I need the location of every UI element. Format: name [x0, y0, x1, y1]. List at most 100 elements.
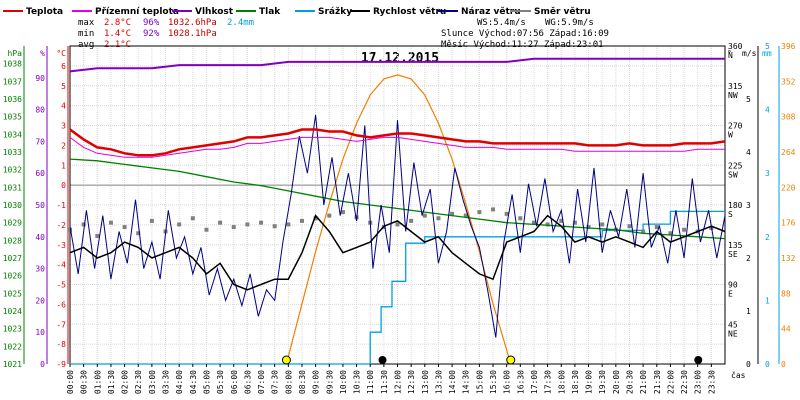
wind-dir-point	[627, 224, 632, 229]
x-tick-label: 05:00	[202, 370, 211, 394]
x-tick-label: 09:00	[312, 370, 321, 394]
x-tick-label: 06:30	[243, 370, 252, 394]
wind-dir-point	[409, 218, 414, 223]
axis-winddir-tick: 360	[728, 42, 743, 51]
legend: Teplota Přízemní teplota Vlhkost Tlak Srážky…	[3, 6, 591, 17]
axis-pressure-tick: 1035	[3, 113, 22, 122]
series-tlak	[69, 158, 726, 240]
x-tick-label: 01:00	[93, 370, 102, 394]
wind-dir-point	[668, 231, 673, 236]
axis-temperature-tick: -2	[56, 221, 66, 230]
axis-pressure-tick: 1037	[3, 77, 22, 86]
axis-winddir-label: NW	[728, 91, 738, 100]
wind-dir-point	[436, 216, 441, 221]
x-tick-label: 10:30	[353, 370, 362, 394]
axis-temperature-tick: -3	[56, 241, 66, 250]
wind-dir-point	[68, 227, 72, 232]
series-teplota	[69, 128, 726, 157]
x-tick-label: 16:30	[516, 370, 525, 394]
x-tick-label: 04:30	[189, 370, 198, 394]
axis-winddir-tick: 315	[728, 82, 743, 91]
stat-label: max	[78, 18, 95, 28]
x-tick-label: 08:00	[284, 370, 293, 394]
wind-dir-point	[572, 220, 577, 225]
axis-winddir-tick: 135	[728, 241, 743, 250]
x-tick-label: 11:30	[380, 370, 389, 394]
axis-pressure-tick: 1028	[3, 236, 22, 245]
wind-dir-point	[272, 224, 277, 229]
axis-humidity-tick: 60	[35, 169, 45, 178]
axis-winddir-tick: 180	[728, 201, 743, 210]
x-tick-label: 13:00	[421, 370, 430, 394]
x-tick-label: 13:30	[434, 370, 443, 394]
wind-dir-point	[245, 222, 250, 227]
stat-label: avg	[78, 40, 94, 50]
stat-temp: 2.8°C	[104, 18, 131, 28]
axis-temperature-tick: -1	[56, 201, 66, 210]
axis-winddir-tick: 90	[728, 281, 738, 290]
x-tick-label: 17:30	[544, 370, 553, 394]
x-tick-label: 01:30	[107, 370, 116, 394]
axis-pressure-tick: 1036	[3, 95, 22, 104]
wind-dir-point	[95, 233, 100, 238]
stat-label: min	[78, 29, 94, 39]
wind-dir-point	[450, 211, 455, 216]
wind-dir-point	[204, 227, 209, 232]
stat-humidity: 96%	[143, 18, 160, 28]
wind-dir-point	[395, 222, 400, 227]
wind-dir-point	[531, 220, 536, 225]
x-tick-label: 22:00	[666, 370, 675, 394]
wind-dir-point	[218, 220, 223, 225]
axis-pressure-tick: 1032	[3, 166, 22, 175]
x-tick-label: 14:00	[448, 370, 457, 394]
sun-marker	[281, 355, 291, 365]
axis-pressure-tick: 1023	[3, 325, 22, 334]
axis-pressure-tick: 1027	[3, 254, 22, 263]
axis-temperature-tick: 4	[61, 102, 66, 111]
x-tick-label: 21:00	[639, 370, 648, 394]
wind-dir-point	[600, 222, 605, 227]
wind-dir-point	[190, 216, 195, 221]
series-rychlost-vetru	[69, 214, 726, 291]
axis-humidity-tick: 20	[35, 296, 45, 305]
axis-humidity-tick: 50	[35, 201, 45, 210]
axis-pressure-tick: 1033	[3, 148, 22, 157]
series-naraz-vetru	[69, 114, 726, 338]
stat-slunce: Slunce Východ:07:56 Západ:16:09	[441, 29, 609, 39]
legend-label: Rychlost větru	[373, 6, 446, 17]
axis-temperature-tick: 1	[61, 161, 66, 170]
axis-temperature-tick: -8	[56, 340, 66, 349]
moon-marker	[694, 356, 703, 364]
stat-humidity: 92%	[143, 29, 160, 39]
axis-winddir-label: N	[728, 51, 733, 60]
axis-winddir-label: E	[728, 290, 733, 299]
axis-winddir-label: SE	[728, 250, 738, 259]
x-tick-label: 23:00	[694, 370, 703, 394]
axis-humidity-tick: 10	[35, 328, 45, 337]
axis-winddir-label: SW	[728, 170, 738, 179]
wind-dir-point	[313, 216, 318, 221]
wind-dir-point	[177, 222, 182, 227]
wind-dir-point	[586, 225, 591, 230]
axis-humidity-tick: 90	[35, 74, 45, 83]
wind-dir-point	[422, 213, 427, 218]
axis-sun-tick: 352	[781, 77, 796, 86]
wind-dir-point	[518, 216, 523, 221]
axis-wind-tick: 1	[746, 307, 751, 316]
x-tick-label: 10:00	[339, 370, 348, 394]
series	[68, 57, 726, 365]
wind-dir-point	[286, 222, 291, 227]
axis-humidity-tick: 80	[35, 106, 45, 115]
wind-dir-point	[136, 231, 141, 236]
axis-rain-tick: 1	[765, 296, 770, 305]
axis-rain-tick: 2	[765, 233, 770, 242]
axis-sun-tick: 264	[781, 148, 796, 157]
x-tick-label: 11:00	[366, 370, 375, 394]
axes: hPa1021102210231024102510261027102810291…	[3, 42, 796, 369]
x-tick-label: 20:30	[625, 370, 634, 394]
wind-dir-point	[504, 211, 509, 216]
wind-dir-point	[231, 225, 236, 230]
x-tick-label: 19:00	[585, 370, 594, 394]
stat-wg: WG:5.9m/s	[545, 18, 594, 28]
x-tick-label: 09:30	[325, 370, 334, 394]
